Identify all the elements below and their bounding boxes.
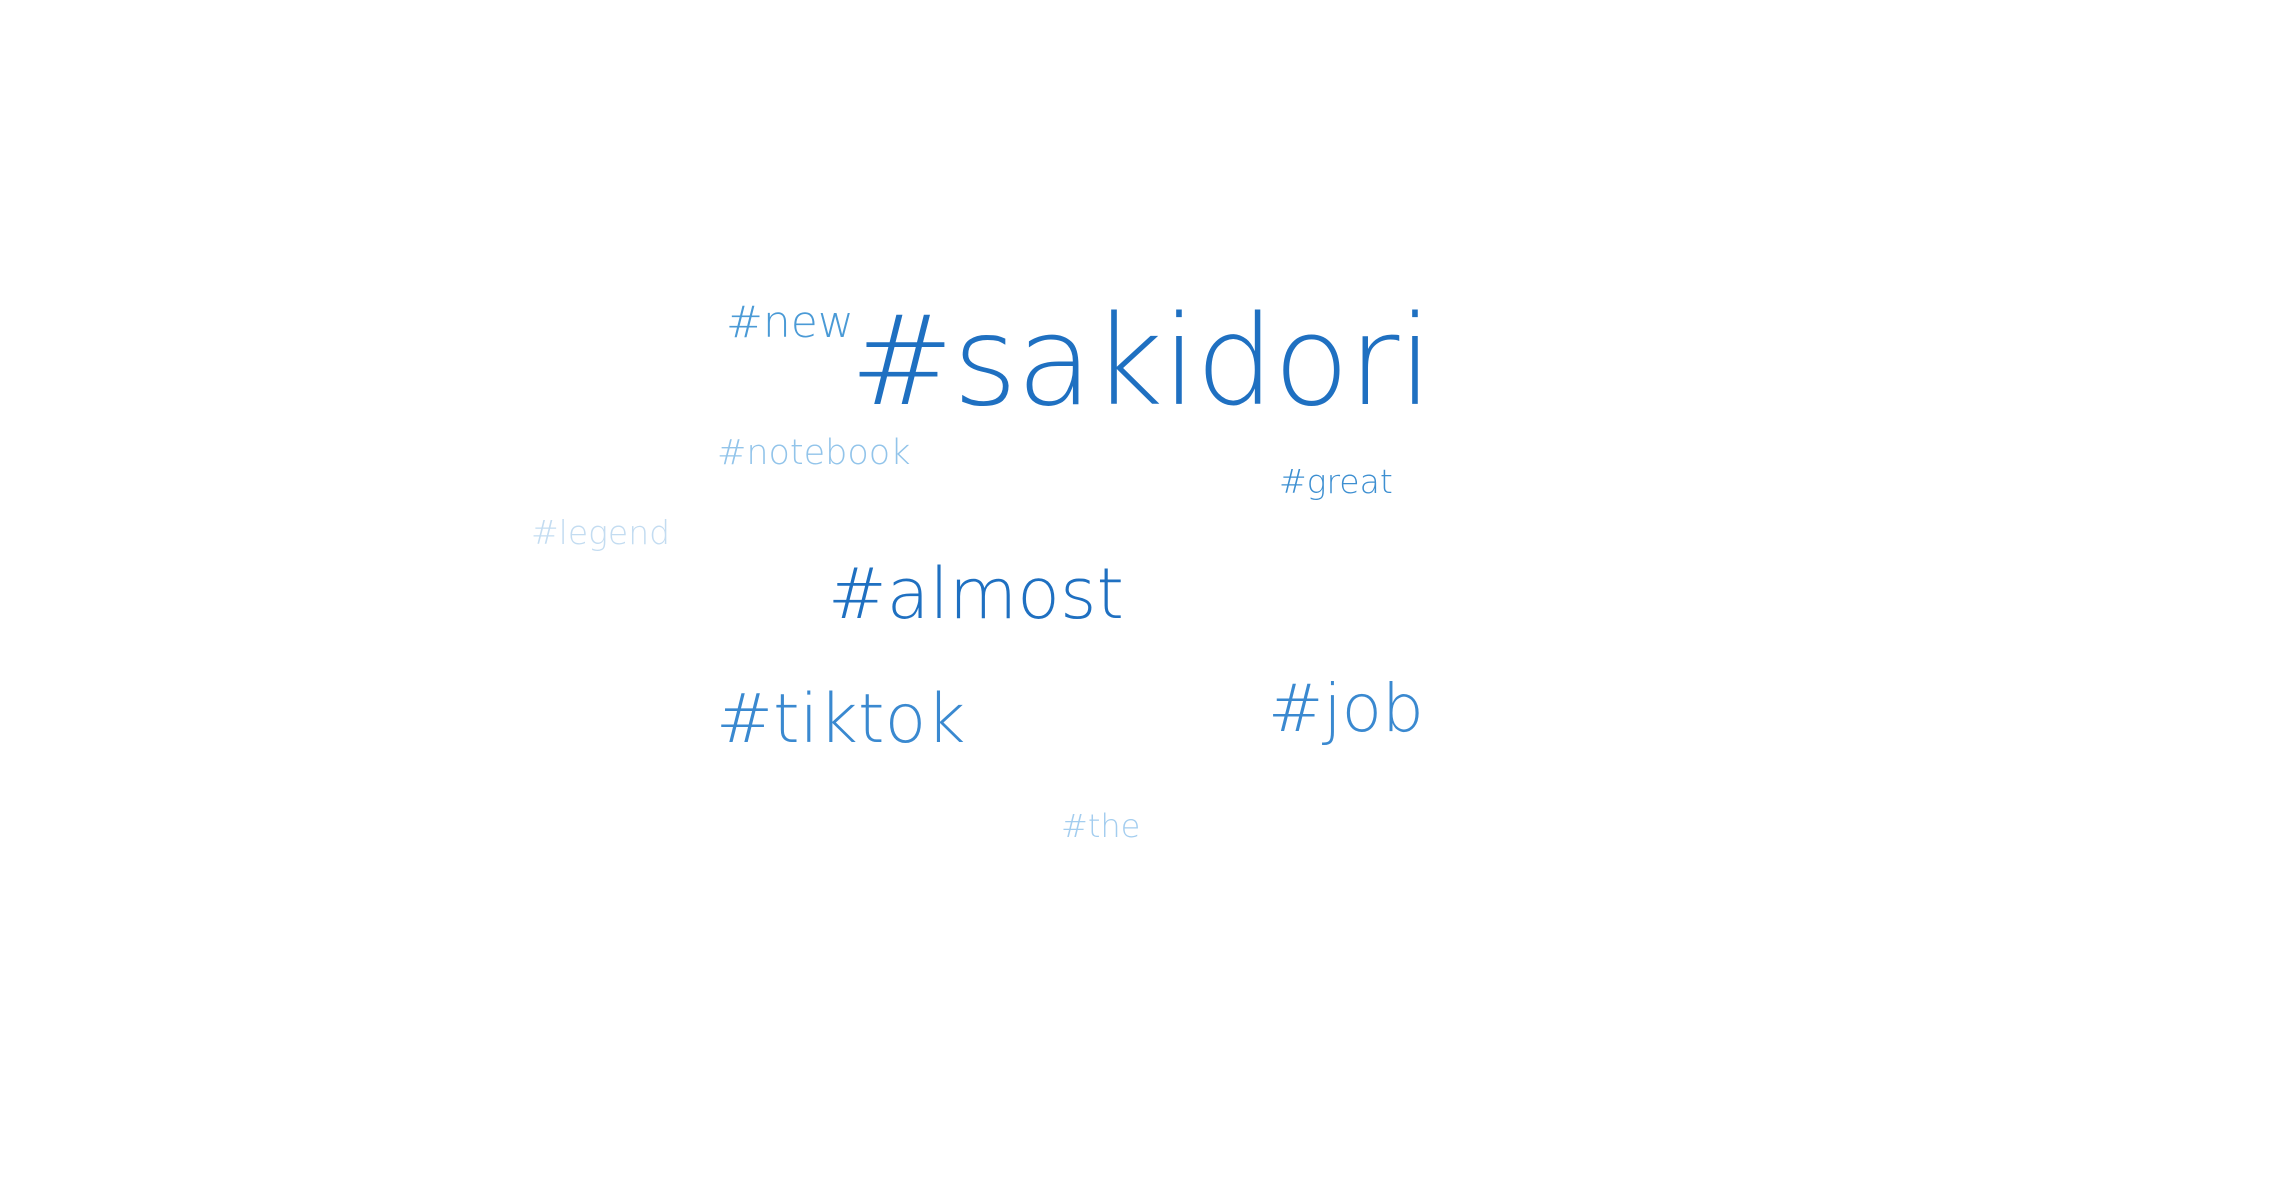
tag-tiktok: #tiktok xyxy=(716,680,966,759)
tag-great: #great xyxy=(1279,462,1393,501)
tag-job: #job xyxy=(1268,670,1424,747)
tag-almost: #almost xyxy=(828,553,1124,635)
tag-the: #the xyxy=(1061,807,1141,845)
tag-notebook: #notebook xyxy=(717,433,911,473)
tag-sakidori: #sakidori xyxy=(850,290,1433,434)
tag-new: #new xyxy=(726,297,854,348)
tag-legend: #legend xyxy=(531,513,671,552)
